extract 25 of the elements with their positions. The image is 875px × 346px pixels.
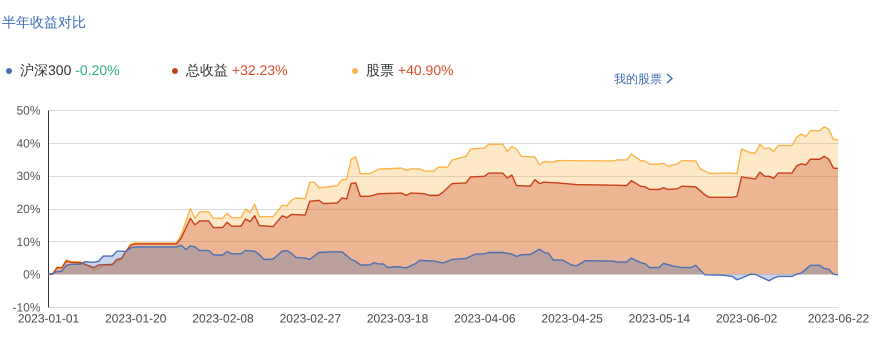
x-tick-label: 2023-06-22 bbox=[808, 312, 870, 326]
x-tick-label: 2023-01-01 bbox=[18, 312, 80, 326]
legend-label: 沪深300 bbox=[20, 62, 72, 78]
x-tick-label: 2023-03-18 bbox=[366, 312, 429, 326]
x-tick-label: 2023-01-20 bbox=[105, 312, 167, 326]
x-tick-label: 2023-02-08 bbox=[192, 312, 254, 326]
y-tick-label: 10% bbox=[16, 234, 41, 249]
y-tick-label: 20% bbox=[16, 202, 41, 216]
y-tick-label: 40% bbox=[16, 136, 41, 150]
text: +40.90% bbox=[396, 62, 454, 78]
y-tick-label: 0% bbox=[23, 268, 41, 282]
y-tick-label: 50% bbox=[16, 104, 41, 118]
text: -0.20% bbox=[74, 62, 120, 78]
x-tick-label: 2023-06-02 bbox=[716, 312, 778, 326]
y-tick-label: 30% bbox=[16, 169, 41, 184]
x-tick-label: 2023-02-27 bbox=[280, 312, 342, 326]
x-tick-label: 2023-04-25 bbox=[541, 312, 604, 326]
text: +32.23% bbox=[230, 62, 288, 78]
legend-label: 股票 bbox=[366, 62, 394, 78]
text: 我的股票 bbox=[614, 71, 663, 88]
legend-label: 总收益 bbox=[186, 62, 228, 78]
y-tick-label: -10% bbox=[12, 300, 41, 314]
x-tick-label: 2023-05-14 bbox=[628, 312, 690, 326]
chart-title: 半年收益对比 bbox=[2, 14, 86, 32]
x-tick-label: 2023-04-06 bbox=[454, 312, 516, 326]
